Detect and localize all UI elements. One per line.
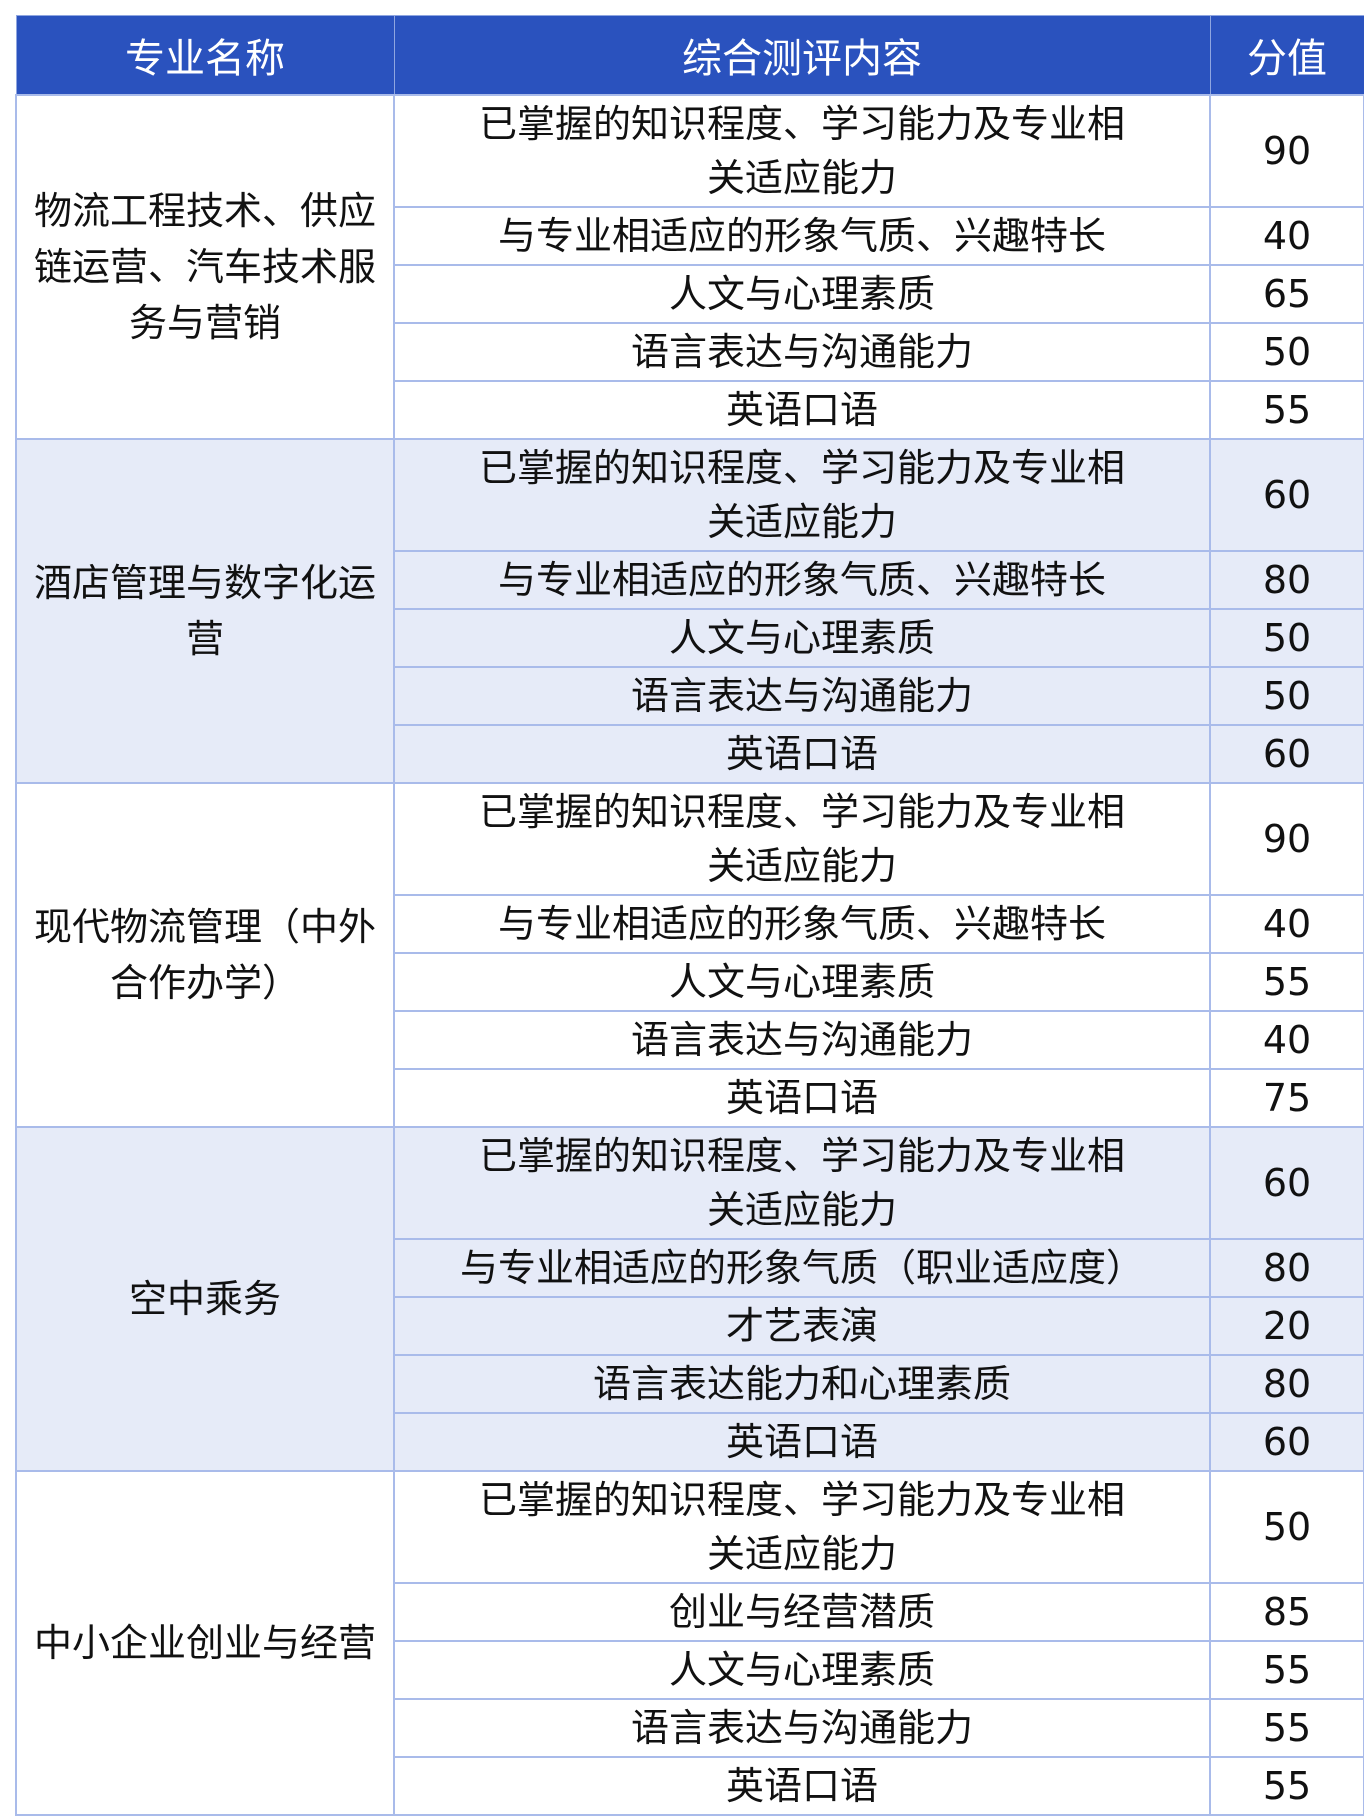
score-value: 50 [1209, 1470, 1364, 1584]
table-row: 与专业相适应的形象气质（职业适应度） 80 [16, 1238, 1364, 1298]
evaluation-content: 与专业相适应的形象气质（职业适应度） [393, 1238, 1211, 1298]
header-score: 分值 [1209, 15, 1364, 96]
major-name: 空中乘务 [15, 1126, 395, 1472]
score-value: 60 [1209, 1412, 1364, 1472]
evaluation-content: 语言表达能力和心理素质 [393, 1354, 1211, 1414]
evaluation-content: 英语口语 [393, 724, 1211, 784]
major-group: 物流工程技术、供应链运营、汽车技术服务与营销 已掌握的知识程度、学习能力及专业相关… [15, 94, 1364, 440]
score-value: 60 [1209, 724, 1364, 784]
evaluation-content: 语言表达与沟通能力 [393, 666, 1211, 726]
evaluation-content: 已掌握的知识程度、学习能力及专业相关适应能力 [393, 438, 1211, 552]
major-group: 现代物流管理（中外合作办学） 已掌握的知识程度、学习能力及专业相关适应能力 90 与专… [15, 782, 1364, 1128]
table-row: 人文与心理素质 55 [16, 952, 1364, 1012]
table-row: 物流工程技术、供应链运营、汽车技术服务与营销 已掌握的知识程度、学习能力及专业相关… [15, 94, 1364, 440]
major-name: 中小企业创业与经营 [15, 1470, 395, 1816]
evaluation-content: 英语口语 [393, 1756, 1211, 1816]
score-value: 40 [1209, 1010, 1364, 1070]
table-row: 英语口语 60 [16, 724, 1364, 784]
evaluation-content: 创业与经营潜质 [393, 1582, 1211, 1642]
evaluation-content: 人文与心理素质 [393, 952, 1211, 1012]
header-content: 综合测评内容 [393, 15, 1211, 96]
score-value: 65 [1209, 264, 1364, 324]
table-row: 创业与经营潜质 85 [16, 1582, 1364, 1642]
score-value: 90 [1209, 94, 1364, 208]
evaluation-content: 语言表达与沟通能力 [393, 1698, 1211, 1758]
major-name: 物流工程技术、供应链运营、汽车技术服务与营销 [15, 94, 395, 440]
evaluation-content: 与专业相适应的形象气质、兴趣特长 [393, 206, 1211, 266]
score-value: 40 [1209, 206, 1364, 266]
major-group: 空中乘务 已掌握的知识程度、学习能力及专业相关适应能力 60 与专业相适应的形象气质（… [15, 1126, 1364, 1472]
table-row: 与专业相适应的形象气质、兴趣特长 40 [16, 894, 1364, 954]
evaluation-content: 人文与心理素质 [393, 608, 1211, 668]
score-value: 60 [1209, 1126, 1364, 1240]
score-value: 80 [1209, 550, 1364, 610]
major-group: 中小企业创业与经营 已掌握的知识程度、学习能力及专业相关适应能力 50 创业与经营潜质… [15, 1470, 1364, 1816]
evaluation-content: 与专业相适应的形象气质、兴趣特长 [393, 550, 1211, 610]
header-major: 专业名称 [15, 15, 395, 96]
evaluation-content: 已掌握的知识程度、学习能力及专业相关适应能力 [393, 94, 1211, 208]
evaluation-content: 已掌握的知识程度、学习能力及专业相关适应能力 [393, 1470, 1211, 1584]
score-value: 40 [1209, 894, 1364, 954]
score-value: 55 [1209, 380, 1364, 440]
table-row: 英语口语 60 [16, 1412, 1364, 1472]
major-name: 现代物流管理（中外合作办学） [15, 782, 395, 1128]
evaluation-content: 人文与心理素质 [393, 1640, 1211, 1700]
table-row: 才艺表演 20 [16, 1296, 1364, 1356]
evaluation-content: 人文与心理素质 [393, 264, 1211, 324]
table-row: 语言表达与沟通能力 40 [16, 1010, 1364, 1070]
table-row: 英语口语 55 [16, 380, 1364, 440]
table-row: 与专业相适应的形象气质、兴趣特长 40 [16, 206, 1364, 266]
table-row: 人文与心理素质 50 [16, 608, 1364, 668]
score-value: 55 [1209, 1640, 1364, 1700]
score-value: 55 [1209, 1698, 1364, 1758]
evaluation-content: 与专业相适应的形象气质、兴趣特长 [393, 894, 1211, 954]
score-value: 55 [1209, 952, 1364, 1012]
table-row: 与专业相适应的形象气质、兴趣特长 80 [16, 550, 1364, 610]
score-value: 60 [1209, 438, 1364, 552]
score-value: 75 [1209, 1068, 1364, 1128]
evaluation-content: 语言表达与沟通能力 [393, 1010, 1211, 1070]
evaluation-content: 已掌握的知识程度、学习能力及专业相关适应能力 [393, 782, 1211, 896]
score-value: 20 [1209, 1296, 1364, 1356]
table-row: 中小企业创业与经营 已掌握的知识程度、学习能力及专业相关适应能力 50 [15, 1470, 1364, 1816]
score-value: 80 [1209, 1354, 1364, 1414]
score-value: 80 [1209, 1238, 1364, 1298]
evaluation-content: 已掌握的知识程度、学习能力及专业相关适应能力 [393, 1126, 1211, 1240]
score-value: 50 [1209, 666, 1364, 726]
evaluation-table: 专业名称 综合测评内容 分值 物流工程技术、供应链运营、汽车技术服务与营销 已掌握… [15, 15, 1364, 1816]
major-name: 酒店管理与数字化运营 [15, 438, 395, 784]
table-row: 语言表达能力和心理素质 80 [16, 1354, 1364, 1414]
table-row: 人文与心理素质 55 [16, 1640, 1364, 1700]
table-row: 空中乘务 已掌握的知识程度、学习能力及专业相关适应能力 60 [15, 1126, 1364, 1472]
table-row: 英语口语 75 [16, 1068, 1364, 1128]
table-row: 语言表达与沟通能力 50 [16, 666, 1364, 726]
table-row: 语言表达与沟通能力 55 [16, 1698, 1364, 1758]
evaluation-content: 才艺表演 [393, 1296, 1211, 1356]
table-row: 酒店管理与数字化运营 已掌握的知识程度、学习能力及专业相关适应能力 60 [15, 438, 1364, 784]
table-row: 现代物流管理（中外合作办学） 已掌握的知识程度、学习能力及专业相关适应能力 90 [15, 782, 1364, 1128]
evaluation-content: 英语口语 [393, 1412, 1211, 1472]
score-value: 50 [1209, 322, 1364, 382]
score-value: 85 [1209, 1582, 1364, 1642]
score-value: 55 [1209, 1756, 1364, 1816]
major-group: 酒店管理与数字化运营 已掌握的知识程度、学习能力及专业相关适应能力 60 与专业相适应… [15, 438, 1364, 784]
evaluation-content: 英语口语 [393, 380, 1211, 440]
evaluation-content: 英语口语 [393, 1068, 1211, 1128]
score-value: 50 [1209, 608, 1364, 668]
table-row: 人文与心理素质 65 [16, 264, 1364, 324]
score-value: 90 [1209, 782, 1364, 896]
evaluation-content: 语言表达与沟通能力 [393, 322, 1211, 382]
table-row: 语言表达与沟通能力 50 [16, 322, 1364, 382]
header-row: 专业名称 综合测评内容 分值 [15, 15, 1364, 96]
